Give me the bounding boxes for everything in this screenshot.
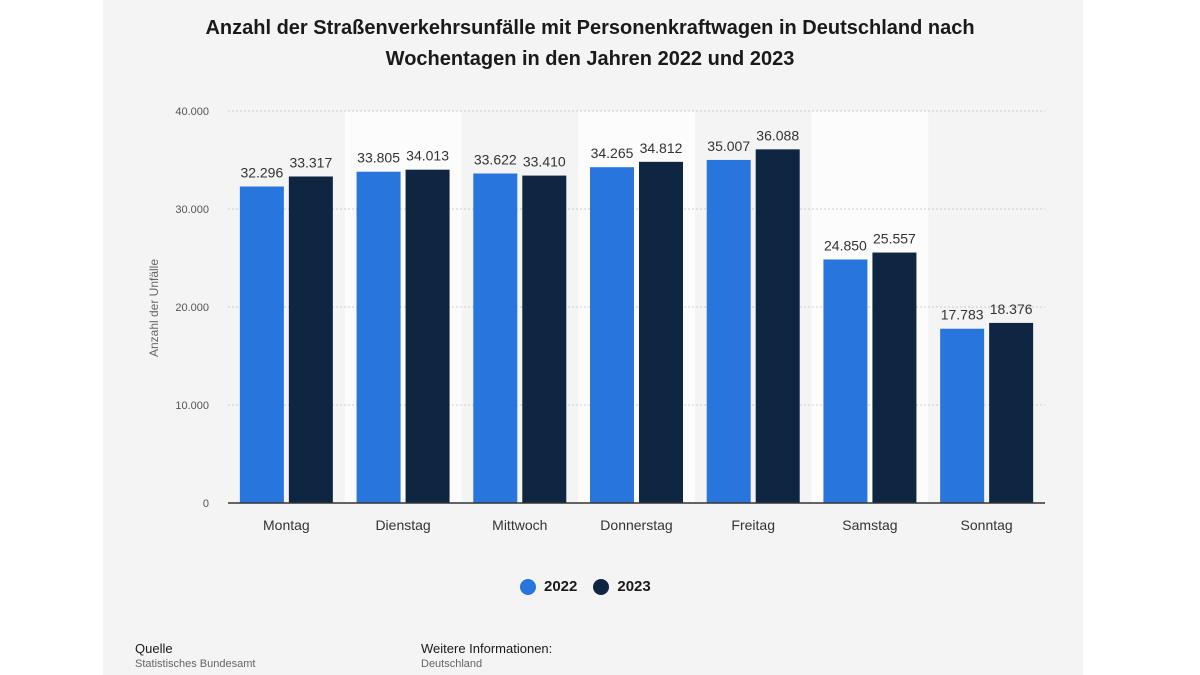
- value-label-2022: 34.265: [591, 145, 634, 161]
- value-label-2023: 33.317: [289, 154, 332, 170]
- y-tick-label: 30.000: [175, 204, 209, 216]
- bar-2023[interactable]: [989, 322, 1034, 503]
- value-label-2022: 33.622: [474, 152, 517, 168]
- value-label-2022: 35.007: [707, 138, 750, 154]
- x-category-label: Samstag: [842, 517, 897, 533]
- legend-label-2023: 2023: [617, 578, 651, 595]
- bar-2023[interactable]: [872, 252, 917, 503]
- bar-2022[interactable]: [473, 173, 518, 503]
- bar-2023[interactable]: [639, 161, 683, 503]
- y-tick-label: 10.000: [175, 400, 209, 412]
- x-category-label: Mittwoch: [492, 517, 547, 533]
- bar-2023[interactable]: [522, 175, 567, 503]
- more-info-label: Weitere Informationen:: [421, 641, 553, 656]
- bar-2022[interactable]: [940, 328, 985, 503]
- y-axis-title: Anzahl der Unfälle: [147, 259, 161, 357]
- legend-item-2023[interactable]: 2023: [593, 578, 651, 595]
- x-category-label: Freitag: [731, 517, 775, 533]
- value-label-2023: 34.812: [640, 140, 683, 156]
- x-category-label: Donnerstag: [600, 517, 672, 533]
- legend-label-2022: 2022: [544, 578, 578, 595]
- bar-2023[interactable]: [288, 176, 333, 503]
- value-label-2022: 33.805: [357, 150, 400, 166]
- value-label-2023: 33.410: [523, 154, 566, 170]
- y-tick-label: 0: [203, 498, 209, 510]
- y-tick-label: 40.000: [175, 106, 209, 118]
- value-label-2023: 36.088: [756, 127, 799, 143]
- value-label-2023: 34.013: [406, 148, 449, 164]
- bar-2022[interactable]: [239, 186, 284, 503]
- legend-swatch-2023: [593, 578, 610, 595]
- legend[interactable]: 2022 2023: [520, 578, 667, 595]
- source-label: Quelle: [135, 641, 173, 656]
- value-label-2022: 17.783: [941, 307, 984, 323]
- more-info-block: Weitere Informationen: Deutschland: [421, 641, 552, 671]
- source-block: Quelle Statistisches Bundesamt: [135, 641, 255, 671]
- legend-item-2022[interactable]: 2022: [520, 578, 577, 595]
- value-label-2022: 32.296: [240, 164, 283, 180]
- legend-swatch-2022: [520, 578, 536, 595]
- value-label-2022: 24.850: [824, 237, 867, 253]
- x-category-label: Montag: [263, 517, 310, 533]
- value-label-2023: 25.557: [873, 231, 916, 247]
- bar-2022[interactable]: [356, 171, 401, 503]
- value-label-2023: 18.376: [990, 301, 1033, 317]
- bar-2023[interactable]: [405, 169, 450, 503]
- more-info-value: Deutschland: [421, 658, 483, 670]
- source-value[interactable]: Statistisches Bundesamt: [135, 658, 256, 670]
- chart-title-line-1: Anzahl der Straßenverkehrsunfälle mit Pe…: [205, 17, 975, 39]
- bar-2022[interactable]: [590, 167, 634, 503]
- chart-title: Anzahl der Straßenverkehrsunfälle mit Pe…: [150, 13, 1030, 75]
- bar-2022[interactable]: [823, 259, 868, 503]
- bar-2023[interactable]: [755, 149, 800, 504]
- bar-2022[interactable]: [706, 159, 751, 503]
- chart-title-line-2: Wochentagen in den Jahren 2022 und 2023: [385, 48, 795, 70]
- y-tick-label: 20.000: [175, 302, 209, 314]
- x-category-label: Dienstag: [375, 517, 430, 533]
- x-category-label: Sonntag: [961, 517, 1013, 533]
